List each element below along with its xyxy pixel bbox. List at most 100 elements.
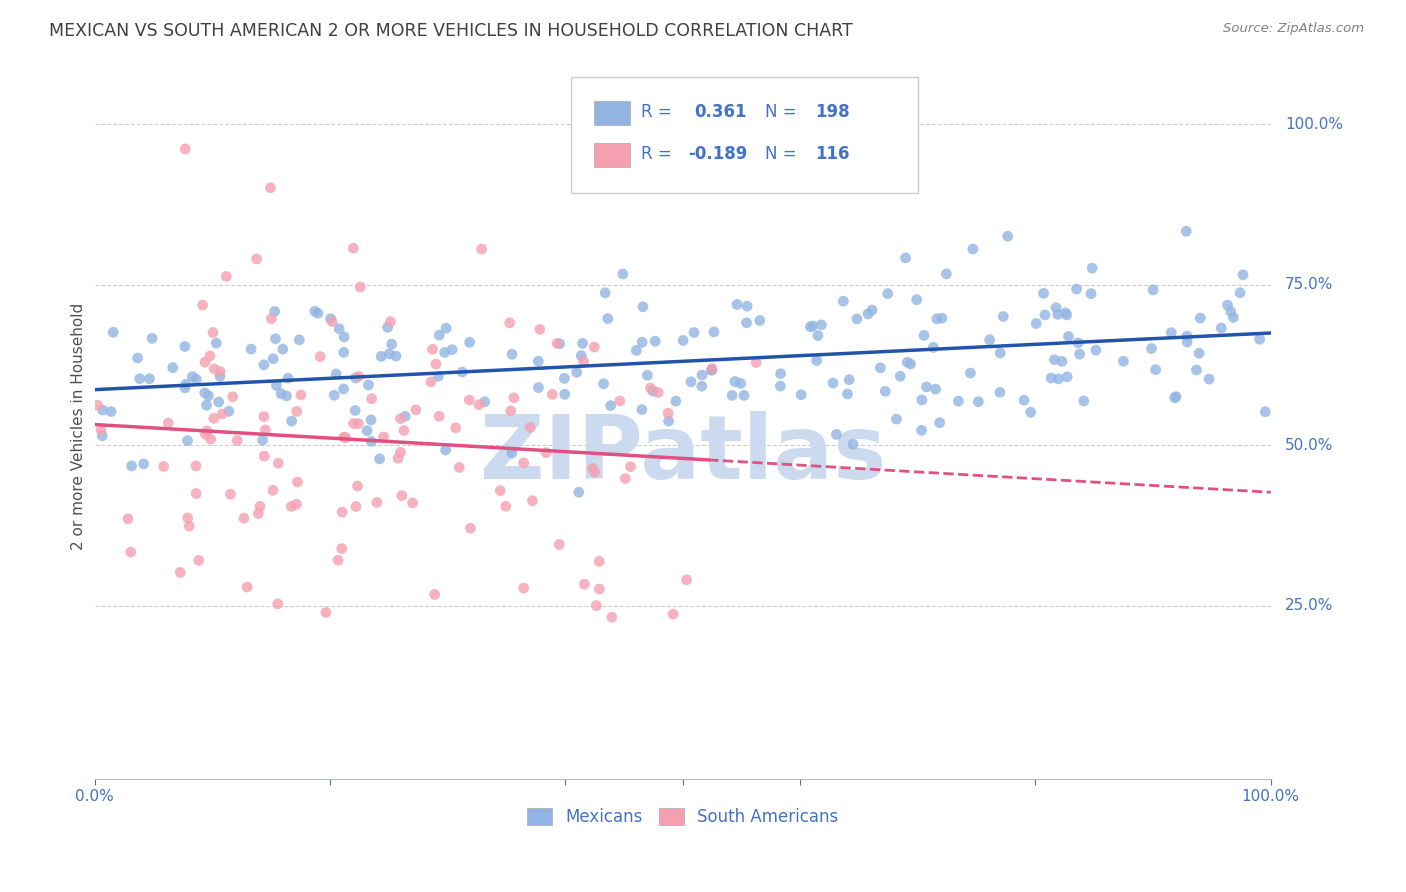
Point (262, 483, 284, 498)
Point (91, 403, 114, 417)
Point (498, 316, 520, 330)
Point (769, 379, 792, 393)
Point (394, 409, 416, 424)
Point (169, 566, 191, 580)
Point (215, 269, 238, 284)
Point (572, 354, 595, 368)
FancyBboxPatch shape (571, 77, 918, 193)
Point (503, 391, 526, 405)
Point (90, 423, 112, 437)
Point (912, 328, 935, 343)
Point (596, 311, 619, 326)
Point (495, 500, 517, 514)
Point (546, 336, 568, 351)
Point (321, 315, 343, 329)
Point (325, 367, 347, 381)
Point (825, 427, 848, 442)
Point (1054, 306, 1077, 320)
Point (1066, 282, 1088, 296)
Point (186, 372, 208, 386)
Point (745, 355, 768, 369)
Point (100, 404, 122, 418)
Point (433, 345, 456, 359)
Point (979, 333, 1001, 347)
Point (548, 537, 571, 551)
Point (1232, 268, 1254, 282)
Point (287, 475, 309, 489)
Point (733, 388, 755, 402)
Point (422, 343, 444, 357)
Text: 0.361: 0.361 (695, 103, 747, 120)
Point (267, 456, 290, 470)
Point (198, 349, 221, 363)
Point (208, 395, 231, 409)
Point (288, 333, 311, 347)
Point (1019, 405, 1042, 419)
Point (1142, 283, 1164, 297)
Point (309, 350, 332, 364)
Point (253, 449, 276, 463)
Point (489, 483, 512, 498)
Point (641, 384, 664, 399)
Point (1219, 304, 1241, 318)
Point (790, 388, 813, 402)
Point (631, 402, 654, 417)
Point (599, 399, 621, 413)
Point (1067, 335, 1090, 350)
Point (270, 386, 292, 401)
Point (194, 355, 217, 369)
Point (1050, 354, 1073, 368)
Point (222, 390, 245, 404)
Point (583, 465, 606, 479)
Point (380, 315, 402, 329)
Point (565, 365, 588, 379)
Point (328, 553, 350, 567)
Point (519, 420, 541, 434)
Point (837, 387, 859, 401)
Point (425, 357, 447, 371)
Point (117, 512, 139, 526)
Point (700, 363, 723, 377)
Point (1175, 329, 1198, 343)
Point (195, 398, 218, 412)
Point (211, 407, 233, 421)
Point (838, 373, 860, 387)
Point (332, 430, 354, 444)
Point (1081, 261, 1104, 276)
Point (186, 486, 208, 500)
Point (197, 389, 219, 403)
Point (1046, 307, 1069, 321)
Point (512, 456, 534, 470)
Point (280, 414, 302, 428)
Point (333, 330, 356, 344)
Point (405, 402, 427, 417)
Point (391, 489, 413, 503)
Point (307, 306, 329, 320)
Point (247, 507, 270, 521)
Point (832, 294, 855, 309)
Point (1175, 224, 1198, 238)
Point (1043, 352, 1066, 367)
Point (152, 459, 174, 474)
Point (592, 376, 614, 391)
Point (856, 307, 879, 321)
Legend: Mexicans, South Americans: Mexicans, South Americans (519, 799, 846, 834)
Point (636, 368, 658, 383)
Point (548, 336, 571, 351)
Point (271, 342, 294, 356)
Point (821, 376, 844, 390)
Point (392, 424, 415, 438)
Point (900, 357, 922, 371)
Point (675, 573, 697, 587)
Point (1211, 321, 1233, 335)
Point (194, 427, 217, 442)
Point (141, 331, 163, 345)
Point (658, 414, 681, 428)
Point (626, 343, 648, 358)
Point (101, 325, 124, 339)
Point (176, 434, 198, 448)
Point (1198, 372, 1220, 386)
Point (360, 413, 382, 427)
Text: Source: ZipAtlas.com: Source: ZipAtlas.com (1223, 22, 1364, 36)
Point (449, 460, 471, 475)
